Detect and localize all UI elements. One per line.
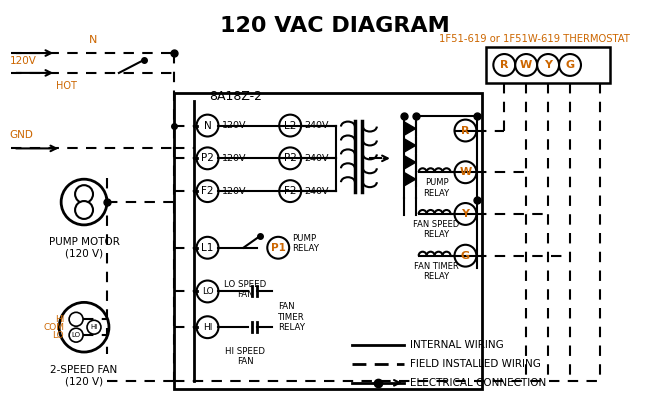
Text: FAN
TIMER
RELAY: FAN TIMER RELAY xyxy=(278,303,306,332)
Circle shape xyxy=(69,328,83,342)
Text: P2: P2 xyxy=(201,153,214,163)
Circle shape xyxy=(196,147,218,169)
Text: N: N xyxy=(204,121,212,131)
Text: GND: GND xyxy=(9,130,34,140)
Text: 120V: 120V xyxy=(222,186,246,196)
Text: R: R xyxy=(461,126,470,135)
Circle shape xyxy=(75,185,93,203)
Text: R: R xyxy=(500,60,509,70)
Text: F2: F2 xyxy=(284,186,296,196)
Text: N: N xyxy=(89,35,97,45)
Circle shape xyxy=(493,54,515,76)
Text: COM: COM xyxy=(43,323,64,332)
Polygon shape xyxy=(404,122,415,135)
Text: P1: P1 xyxy=(271,243,285,253)
Circle shape xyxy=(515,54,537,76)
Text: 2-SPEED FAN
(120 V): 2-SPEED FAN (120 V) xyxy=(50,365,118,387)
Text: G: G xyxy=(461,251,470,261)
Text: HI: HI xyxy=(203,323,212,332)
Polygon shape xyxy=(404,172,415,186)
Circle shape xyxy=(559,54,581,76)
Text: 240V: 240V xyxy=(304,121,328,130)
Text: L2: L2 xyxy=(284,121,296,131)
Text: 120V: 120V xyxy=(222,121,246,130)
Text: Y: Y xyxy=(462,209,470,219)
Text: 240V: 240V xyxy=(304,186,328,196)
Circle shape xyxy=(196,237,218,259)
Circle shape xyxy=(454,203,476,225)
Circle shape xyxy=(87,320,101,334)
Text: HOT: HOT xyxy=(56,81,77,91)
Text: Y: Y xyxy=(544,60,552,70)
Text: W: W xyxy=(520,60,533,70)
Circle shape xyxy=(59,303,109,352)
Text: 120V: 120V xyxy=(9,56,36,66)
Text: HI SPEED
FAN: HI SPEED FAN xyxy=(225,347,265,367)
Text: PUMP MOTOR
(120 V): PUMP MOTOR (120 V) xyxy=(49,237,119,259)
Text: 120 VAC DIAGRAM: 120 VAC DIAGRAM xyxy=(220,16,450,36)
Text: 120V: 120V xyxy=(222,154,246,163)
Polygon shape xyxy=(404,155,415,169)
Circle shape xyxy=(196,281,218,303)
Circle shape xyxy=(279,147,301,169)
Text: INTERNAL WIRING: INTERNAL WIRING xyxy=(409,340,503,350)
Text: ELECTRICAL CONNECTION: ELECTRICAL CONNECTION xyxy=(409,378,546,388)
Circle shape xyxy=(267,237,289,259)
Text: LO SPEED
FAN: LO SPEED FAN xyxy=(224,279,267,299)
Circle shape xyxy=(279,180,301,202)
Circle shape xyxy=(454,245,476,266)
Circle shape xyxy=(75,201,93,219)
Circle shape xyxy=(61,179,107,225)
Text: F2: F2 xyxy=(201,186,214,196)
Text: PUMP
RELAY: PUMP RELAY xyxy=(292,234,319,253)
Bar xyxy=(486,47,610,83)
Circle shape xyxy=(196,180,218,202)
Circle shape xyxy=(196,115,218,137)
Text: LO: LO xyxy=(52,331,64,340)
Text: FIELD INSTALLED WIRING: FIELD INSTALLED WIRING xyxy=(409,359,541,369)
Text: L1: L1 xyxy=(202,243,214,253)
Text: P2: P2 xyxy=(284,153,297,163)
Text: 240V: 240V xyxy=(304,154,328,163)
Circle shape xyxy=(196,316,218,338)
Text: LO: LO xyxy=(72,332,80,338)
Circle shape xyxy=(537,54,559,76)
Text: W: W xyxy=(460,167,472,177)
Text: 8A18Z-2: 8A18Z-2 xyxy=(209,90,262,103)
Text: HI: HI xyxy=(55,315,64,324)
Text: LO: LO xyxy=(202,287,213,296)
Bar xyxy=(174,93,482,389)
Polygon shape xyxy=(404,138,415,153)
Circle shape xyxy=(454,161,476,183)
Circle shape xyxy=(279,115,301,137)
Circle shape xyxy=(69,312,83,326)
Text: 1F51-619 or 1F51W-619 THERMOSTAT: 1F51-619 or 1F51W-619 THERMOSTAT xyxy=(439,34,630,44)
Text: HI: HI xyxy=(90,324,98,330)
Text: G: G xyxy=(565,60,575,70)
Text: PUMP
RELAY: PUMP RELAY xyxy=(423,178,450,198)
Text: FAN SPEED
RELAY: FAN SPEED RELAY xyxy=(413,220,460,239)
Circle shape xyxy=(454,119,476,142)
Text: FAN TIMER
RELAY: FAN TIMER RELAY xyxy=(414,261,459,281)
